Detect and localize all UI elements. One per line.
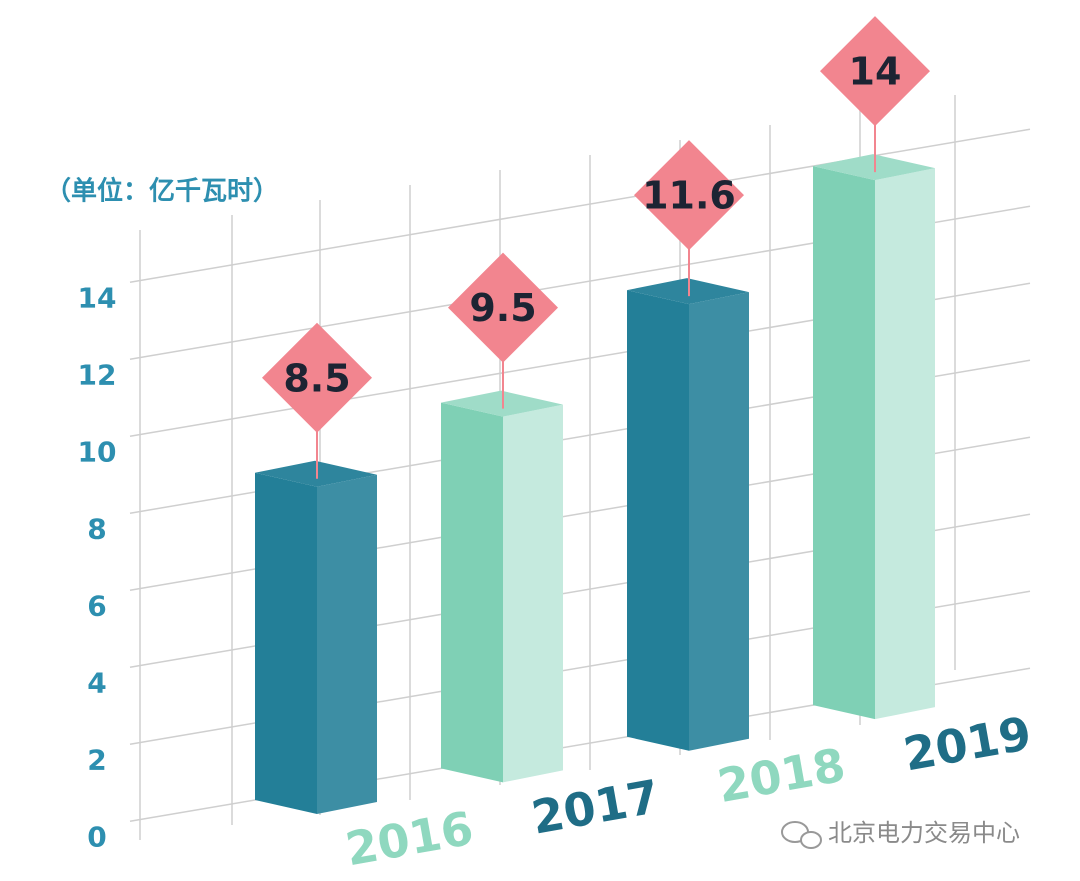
y-tick-label: 2 — [87, 743, 106, 776]
label-diamond — [262, 322, 372, 433]
bar-side — [875, 168, 935, 720]
bar — [255, 460, 377, 814]
bar — [441, 390, 563, 783]
watermark-icon — [800, 831, 822, 849]
y-tick-label: 8 — [87, 512, 106, 545]
y-tick-label: 4 — [87, 666, 106, 699]
y-tick-label: 14 — [78, 281, 117, 314]
value-label: 9.5 — [469, 286, 536, 330]
value-label: 8.5 — [283, 356, 350, 400]
y-tick-label: 10 — [78, 435, 117, 468]
bar-front — [813, 166, 875, 720]
y-tick-label: 6 — [87, 589, 106, 622]
label-diamond — [820, 16, 930, 127]
x-tick-label: 2018 — [714, 738, 850, 814]
bar — [813, 154, 935, 720]
bar-side — [503, 404, 563, 783]
watermark: 北京电力交易中心 — [781, 819, 1020, 849]
bar-front — [441, 402, 503, 783]
value-label: 11.6 — [642, 174, 736, 218]
bar — [627, 278, 749, 751]
value-label: 14 — [849, 50, 902, 94]
bar-side — [317, 474, 377, 814]
grid-line — [129, 128, 1031, 283]
y-tick-label: 12 — [78, 358, 117, 391]
watermark-text: 北京电力交易中心 — [828, 819, 1020, 847]
x-tick-label: 2016 — [342, 801, 478, 877]
bar-front — [255, 472, 317, 814]
bar-front — [627, 290, 689, 751]
unit-label: （单位：亿千瓦时） — [45, 176, 279, 207]
bar-side — [689, 292, 749, 751]
x-tick-label: 2017 — [528, 769, 664, 845]
y-tick-label: 0 — [87, 820, 106, 853]
label-diamond — [634, 140, 744, 251]
label-diamond — [448, 252, 558, 363]
x-tick-label: 2019 — [900, 706, 1036, 782]
